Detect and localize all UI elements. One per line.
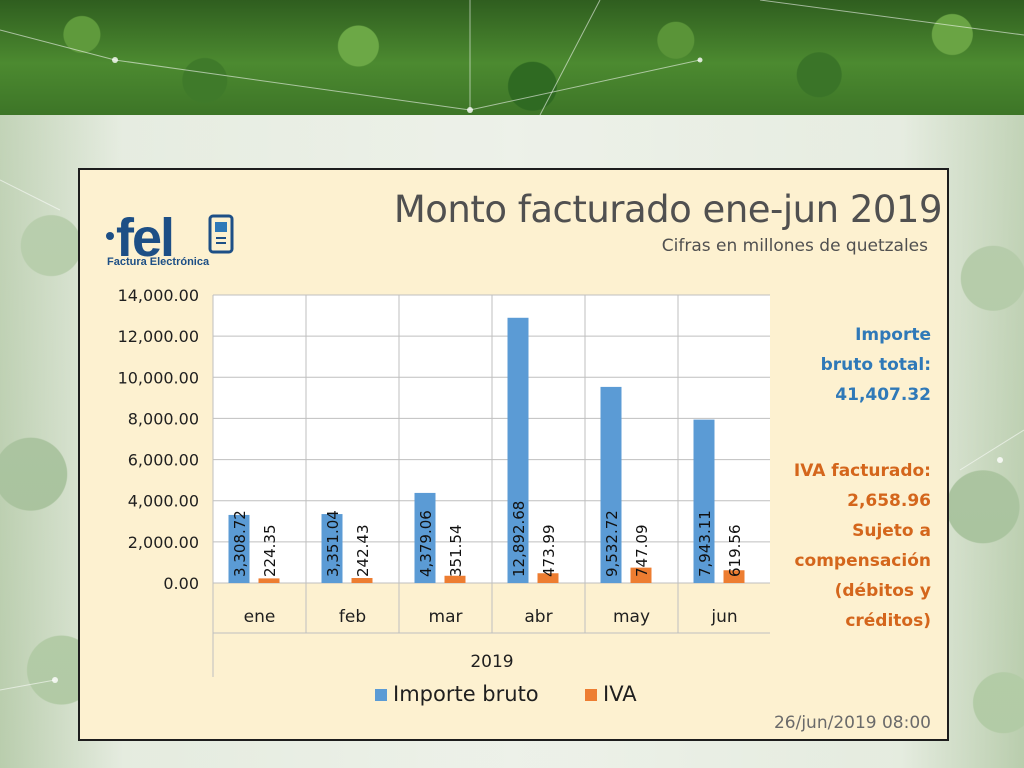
bar-importe-bruto bbox=[228, 514, 250, 583]
y-tick-label: 12,000.00 bbox=[118, 327, 199, 346]
bar-iva bbox=[351, 578, 373, 583]
bar-importe-bruto bbox=[507, 317, 529, 583]
iva-line: Sujeto a bbox=[852, 521, 931, 541]
bar-importe-bruto bbox=[600, 386, 622, 583]
svg-text:fel: fel bbox=[116, 208, 173, 268]
timestamp: 26/jun/2019 08:00 bbox=[773, 713, 931, 733]
y-tick-label: 4,000.00 bbox=[128, 492, 199, 511]
data-label: 3,351.04 bbox=[324, 510, 342, 577]
total-line: Importe bbox=[855, 325, 931, 345]
legend-label-importe: Importe bruto bbox=[393, 682, 539, 706]
data-label: 224.35 bbox=[261, 525, 279, 578]
chart-title: Monto facturado ene-jun 2019 bbox=[393, 188, 943, 231]
fel-logo-icon: fel bbox=[106, 208, 234, 268]
x-tick-label: may bbox=[613, 607, 650, 627]
iva-line: compensación bbox=[794, 551, 931, 571]
iva-line: créditos) bbox=[845, 611, 931, 631]
bar-iva bbox=[630, 567, 652, 583]
x-tick-label: mar bbox=[429, 607, 463, 627]
bar-iva bbox=[723, 570, 745, 583]
data-label: 12,892.68 bbox=[510, 501, 528, 577]
y-tick-label: 14,000.00 bbox=[118, 286, 199, 305]
bar-iva bbox=[258, 578, 280, 583]
bar-importe-bruto bbox=[693, 419, 715, 583]
logo-subtitle: Factura Electrónica bbox=[107, 256, 210, 268]
data-label: 4,379.06 bbox=[417, 510, 435, 577]
legend-label-iva: IVA bbox=[603, 682, 637, 706]
data-label: 747.09 bbox=[633, 525, 651, 578]
data-label: 7,943.11 bbox=[696, 510, 714, 577]
data-label: 9,532.72 bbox=[603, 510, 621, 577]
iva-value: 2,658.96 bbox=[847, 491, 931, 511]
legend-swatch-importe bbox=[375, 689, 387, 701]
data-label: 242.43 bbox=[354, 525, 372, 578]
forest-background-top bbox=[0, 0, 1024, 115]
legend-swatch-iva bbox=[585, 689, 597, 701]
y-tick-label: 0.00 bbox=[163, 574, 199, 593]
bar-iva bbox=[537, 573, 559, 583]
bar-importe-bruto bbox=[414, 492, 436, 583]
x-axis-title: 2019 bbox=[470, 652, 513, 672]
total-line: bruto total: bbox=[820, 355, 931, 375]
bar-chart: 0.00 2,000.00 4,000.00 6,000.00 8,000.00 10,0… bbox=[118, 286, 770, 706]
iva-line: (débitos y bbox=[834, 581, 931, 601]
y-tick-label: 6,000.00 bbox=[128, 451, 199, 470]
y-tick-label: 2,000.00 bbox=[128, 533, 199, 552]
data-label: 473.99 bbox=[540, 525, 558, 578]
x-tick-label: feb bbox=[339, 607, 366, 627]
total-panel: Importe bruto total: 41,407.32 bbox=[821, 320, 931, 410]
iva-panel: IVA facturado: 2,658.96 Sujeto a compens… bbox=[794, 456, 931, 636]
y-tick-label: 10,000.00 bbox=[118, 368, 199, 387]
data-label: 351.54 bbox=[447, 525, 465, 578]
total-value: 41,407.32 bbox=[835, 385, 931, 405]
data-label: 619.56 bbox=[726, 525, 744, 578]
bar-importe-bruto bbox=[321, 514, 343, 583]
bar-iva bbox=[444, 575, 466, 583]
x-tick-label: abr bbox=[524, 607, 552, 627]
chart-frame: fel Factura Electrónica Monto facturado … bbox=[78, 168, 949, 741]
x-tick-label: jun bbox=[710, 607, 737, 627]
x-tick-label: ene bbox=[244, 607, 276, 627]
iva-line: IVA facturado: bbox=[793, 461, 931, 481]
chart-subtitle: Cifras en millones de quetzales bbox=[661, 236, 928, 256]
y-tick-label: 8,000.00 bbox=[128, 409, 199, 428]
data-label: 3,308.72 bbox=[231, 510, 249, 577]
